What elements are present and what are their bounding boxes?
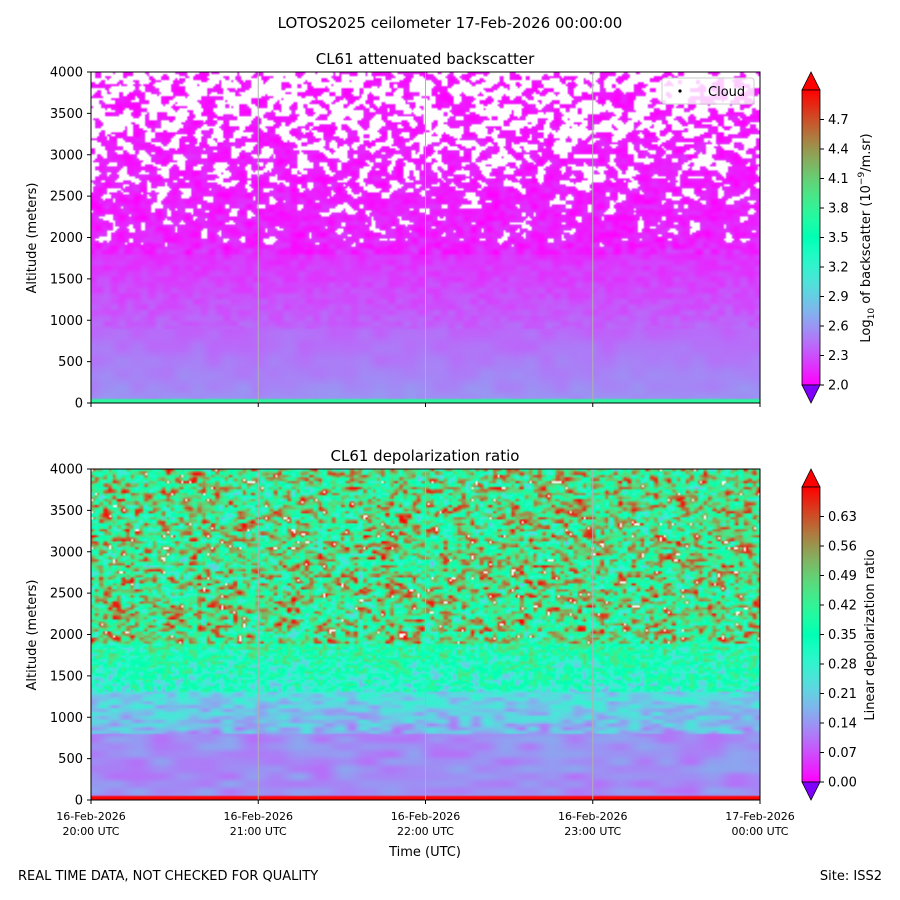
depolarization-x-axis: 16-Feb-2026 20:00 UTC 16-Feb-2026 21:00 UTC… — [56, 800, 795, 838]
colorbar-tick-label: 4.1 — [828, 172, 849, 187]
x-tick-date: 17-Feb-2026 — [725, 810, 794, 823]
depolarization-gridlines — [257, 469, 594, 800]
colorbar2-extend-max — [801, 468, 821, 488]
colorbar-tick-label: 0.28 — [828, 658, 857, 673]
y-tick-label: 1000 — [50, 711, 83, 726]
depolarization-title: CL61 depolarization ratio — [331, 447, 520, 465]
y-tick-label: 0 — [75, 397, 83, 412]
backscatter-panel: CL61 attenuated backscatter 0 500 1000 1500… — [25, 50, 877, 412]
x-tick-time: 00:00 UTC — [731, 825, 788, 838]
y-tick-label: 500 — [58, 355, 83, 370]
backscatter-colorbar-ticks: 2.0 2.3 2.6 2.9 3.2 3.5 3.8 4.1 4.4 4.7 — [820, 113, 849, 394]
colorbar-tick-label: 0.63 — [828, 510, 857, 525]
colorbar-tick-label: 3.5 — [828, 231, 849, 246]
colorbar-tick-label: 0.00 — [828, 776, 857, 791]
colorbar-extend-max — [801, 71, 821, 91]
colorbar-tick-label: 2.0 — [828, 379, 849, 394]
colorbar-gradient — [801, 89, 821, 386]
depolarization-panel: CL61 depolarization ratio 0 500 1000 1500 20… — [25, 447, 878, 860]
figure-title: LOTOS2025 ceilometer 17-Feb-2026 00:00:0… — [277, 14, 623, 32]
colorbar-tick-label: 0.21 — [828, 687, 857, 702]
y-tick-label: 4000 — [50, 463, 83, 478]
colorbar-tick-label: 2.9 — [828, 290, 849, 305]
y-tick-label: 2500 — [50, 190, 83, 205]
colorbar2-extend-min — [801, 781, 821, 801]
backscatter-colorbar-label: Log10 of backscatter (10−9/m.sr) — [857, 133, 877, 342]
depolarization-colorbar-label: Linear depolarization ratio — [863, 549, 878, 720]
colorbar-tick-label: 0.42 — [828, 599, 857, 614]
colorbar-tick-label: 2.6 — [828, 320, 849, 335]
backscatter-title: CL61 attenuated backscatter — [316, 50, 535, 68]
colorbar-tick-label: 0.07 — [828, 746, 857, 761]
backscatter-y-label: Altitude (meters) — [25, 183, 40, 294]
x-tick-time: 23:00 UTC — [564, 825, 621, 838]
colorbar-extend-min — [801, 384, 821, 404]
quality-disclaimer: REAL TIME DATA, NOT CHECKED FOR QUALITY — [18, 869, 319, 884]
depolarization-y-label: Altitude (meters) — [25, 580, 40, 691]
y-tick-label: 2500 — [50, 587, 83, 602]
colorbar-tick-label: 0.14 — [828, 717, 857, 732]
backscatter-x-axis — [90, 403, 761, 407]
x-tick-time: 21:00 UTC — [230, 825, 287, 838]
y-tick-label: 500 — [58, 752, 83, 767]
x-tick-date: 16-Feb-2026 — [56, 810, 125, 823]
x-tick-time: 20:00 UTC — [62, 825, 119, 838]
y-tick-label: 3500 — [50, 504, 83, 519]
colorbar2-gradient — [801, 486, 821, 783]
y-tick-label: 1500 — [50, 669, 83, 684]
colorbar-tick-label: 0.56 — [828, 540, 857, 555]
cloud-marker — [678, 89, 682, 93]
depolarization-colorbar-ticks: 0.00 0.07 0.14 0.21 0.28 0.35 0.42 0.49 0.56 0.63 — [820, 510, 857, 791]
legend-box — [661, 77, 755, 105]
y-tick-label: 2000 — [50, 628, 83, 643]
colorbar-tick-label: 3.8 — [828, 202, 849, 217]
cloud-legend: Cloud — [661, 77, 755, 105]
colorbar-tick-label: 4.4 — [828, 143, 849, 158]
backscatter-y-axis: 0 500 1000 1500 2000 2500 3000 3500 4000 — [50, 66, 91, 412]
colorbar-tick-label: 4.7 — [828, 113, 849, 128]
y-tick-label: 3000 — [50, 545, 83, 560]
y-tick-label: 2000 — [50, 231, 83, 246]
y-tick-label: 1500 — [50, 272, 83, 287]
backscatter-colorbar: 2.0 2.3 2.6 2.9 3.2 3.5 3.8 4.1 4.4 4.7 Log10 of … — [801, 71, 877, 404]
y-tick-label: 4000 — [50, 66, 83, 81]
x-tick-time: 22:00 UTC — [397, 825, 454, 838]
colorbar-tick-label: 2.3 — [828, 349, 849, 364]
backscatter-gridlines — [257, 72, 594, 403]
x-tick-date: 16-Feb-2026 — [391, 810, 460, 823]
x-tick-date: 16-Feb-2026 — [558, 810, 627, 823]
y-tick-label: 0 — [75, 794, 83, 809]
x-tick-date: 16-Feb-2026 — [224, 810, 293, 823]
depolarization-y-axis: 0 500 1000 1500 2000 2500 3000 3500 4000 — [50, 463, 91, 809]
colorbar-tick-label: 0.49 — [828, 569, 857, 584]
colorbar-tick-label: 0.35 — [828, 628, 857, 643]
colorbar-tick-label: 3.2 — [828, 261, 849, 276]
legend-label-cloud: Cloud — [708, 85, 745, 100]
y-tick-label: 1000 — [50, 314, 83, 329]
y-tick-label: 3000 — [50, 148, 83, 163]
x-axis-label: Time (UTC) — [388, 845, 461, 860]
depolarization-colorbar: 0.00 0.07 0.14 0.21 0.28 0.35 0.42 0.49 0.56 0.63… — [801, 468, 878, 801]
y-tick-label: 3500 — [50, 107, 83, 122]
site-label: Site: ISS2 — [819, 869, 882, 884]
